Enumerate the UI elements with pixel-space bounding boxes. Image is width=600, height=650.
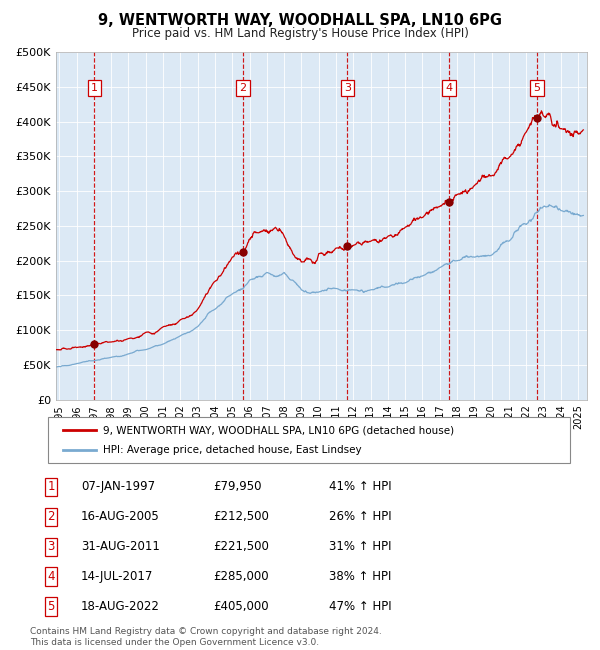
Text: £221,500: £221,500 (213, 540, 269, 553)
Text: 38% ↑ HPI: 38% ↑ HPI (329, 570, 391, 583)
Text: 5: 5 (47, 600, 55, 613)
Text: 9, WENTWORTH WAY, WOODHALL SPA, LN10 6PG: 9, WENTWORTH WAY, WOODHALL SPA, LN10 6PG (98, 13, 502, 29)
Text: Price paid vs. HM Land Registry's House Price Index (HPI): Price paid vs. HM Land Registry's House … (131, 27, 469, 40)
Text: 18-AUG-2022: 18-AUG-2022 (81, 600, 160, 613)
Text: This data is licensed under the Open Government Licence v3.0.: This data is licensed under the Open Gov… (30, 638, 319, 647)
Text: 4: 4 (445, 83, 452, 93)
Text: 26% ↑ HPI: 26% ↑ HPI (329, 510, 391, 523)
Text: 31% ↑ HPI: 31% ↑ HPI (329, 540, 391, 553)
Text: Contains HM Land Registry data © Crown copyright and database right 2024.: Contains HM Land Registry data © Crown c… (30, 627, 382, 636)
Text: £79,950: £79,950 (213, 480, 262, 493)
Text: £405,000: £405,000 (213, 600, 269, 613)
Text: 5: 5 (533, 83, 541, 93)
Text: 9, WENTWORTH WAY, WOODHALL SPA, LN10 6PG (detached house): 9, WENTWORTH WAY, WOODHALL SPA, LN10 6PG… (103, 425, 454, 435)
Text: £212,500: £212,500 (213, 510, 269, 523)
Text: 2: 2 (239, 83, 247, 93)
Text: 31-AUG-2011: 31-AUG-2011 (81, 540, 160, 553)
Text: 41% ↑ HPI: 41% ↑ HPI (329, 480, 391, 493)
Text: 3: 3 (47, 540, 55, 553)
Text: 3: 3 (344, 83, 351, 93)
Text: 47% ↑ HPI: 47% ↑ HPI (329, 600, 391, 613)
Text: 4: 4 (47, 570, 55, 583)
Text: 1: 1 (91, 83, 98, 93)
Text: 14-JUL-2017: 14-JUL-2017 (81, 570, 154, 583)
Text: 1: 1 (47, 480, 55, 493)
Text: £285,000: £285,000 (213, 570, 269, 583)
Text: HPI: Average price, detached house, East Lindsey: HPI: Average price, detached house, East… (103, 445, 362, 455)
Text: 07-JAN-1997: 07-JAN-1997 (81, 480, 155, 493)
Text: 2: 2 (47, 510, 55, 523)
Text: 16-AUG-2005: 16-AUG-2005 (81, 510, 160, 523)
